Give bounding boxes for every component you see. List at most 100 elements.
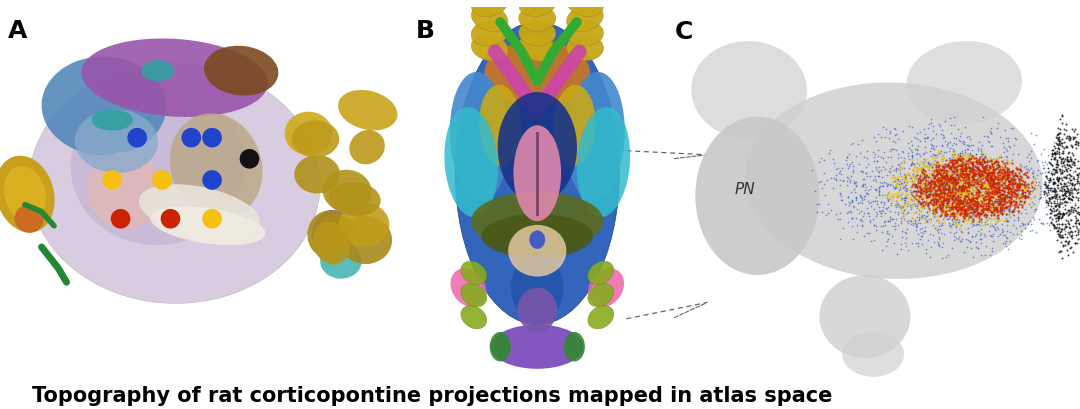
Point (907, 152, 924, 158)
Point (948, 189, 966, 196)
Point (966, 178, 983, 184)
Point (918, 134, 935, 141)
Point (956, 173, 973, 179)
Point (939, 142, 956, 148)
Point (848, 196, 865, 202)
Point (1054, 149, 1071, 155)
Point (993, 226, 1010, 233)
Point (918, 246, 935, 253)
Point (1036, 182, 1053, 188)
Point (932, 181, 949, 188)
Point (1069, 159, 1080, 165)
Point (1063, 144, 1080, 151)
Point (1048, 202, 1065, 209)
Point (833, 197, 850, 203)
Point (1016, 185, 1034, 191)
Point (1011, 182, 1028, 188)
Point (997, 183, 1014, 189)
Point (926, 187, 943, 194)
Point (1068, 132, 1080, 138)
Point (906, 175, 923, 182)
Text: A: A (9, 19, 28, 43)
Point (989, 205, 1007, 212)
Point (922, 181, 940, 188)
Point (975, 231, 993, 237)
Point (875, 219, 892, 226)
Point (961, 188, 978, 194)
Point (914, 185, 931, 192)
Point (989, 217, 1007, 223)
Point (984, 184, 1001, 191)
Point (976, 172, 994, 179)
Point (916, 173, 933, 179)
Point (885, 184, 902, 190)
Point (943, 180, 960, 187)
Point (930, 158, 947, 165)
Point (953, 167, 970, 173)
Point (1043, 171, 1061, 178)
Point (999, 194, 1016, 201)
Point (1061, 238, 1078, 245)
Point (1052, 197, 1069, 203)
Point (919, 204, 936, 211)
Point (1002, 192, 1020, 198)
Point (993, 191, 1010, 198)
Point (1054, 234, 1071, 240)
Point (945, 178, 962, 184)
Point (961, 156, 978, 163)
Point (873, 167, 890, 173)
Point (961, 203, 978, 209)
Point (944, 169, 961, 176)
Point (933, 222, 950, 229)
Point (1040, 200, 1057, 207)
Point (1005, 142, 1023, 149)
Point (808, 209, 825, 216)
Point (1045, 226, 1063, 232)
Point (838, 178, 855, 184)
Point (989, 186, 1007, 193)
Point (1012, 181, 1029, 188)
Point (1023, 196, 1040, 202)
Point (905, 202, 922, 208)
Point (988, 164, 1005, 171)
Point (1003, 201, 1021, 207)
Point (914, 199, 931, 206)
Point (943, 172, 960, 178)
Point (927, 207, 944, 213)
Point (945, 213, 962, 220)
Point (995, 194, 1012, 200)
Point (1066, 163, 1080, 169)
Point (987, 226, 1004, 233)
Point (953, 159, 970, 165)
Point (933, 132, 950, 138)
Point (927, 203, 944, 210)
Point (983, 201, 1000, 207)
Point (953, 166, 970, 173)
Point (957, 176, 974, 182)
Point (1058, 159, 1076, 165)
Point (944, 212, 961, 218)
Point (1050, 209, 1067, 215)
Point (964, 195, 982, 201)
Point (820, 210, 837, 216)
Point (939, 193, 956, 199)
Point (949, 153, 967, 159)
Point (916, 144, 933, 151)
Point (998, 148, 1015, 155)
Point (995, 181, 1012, 187)
Point (922, 198, 940, 204)
Point (933, 205, 950, 211)
Point (954, 199, 971, 205)
Point (947, 176, 964, 183)
Point (983, 188, 1000, 195)
Point (1014, 172, 1031, 178)
Point (983, 159, 1000, 165)
Point (1048, 174, 1065, 180)
Point (936, 197, 954, 204)
Point (896, 198, 914, 204)
Point (998, 176, 1015, 182)
Point (981, 191, 998, 198)
Point (941, 178, 958, 185)
Point (955, 138, 972, 145)
Point (947, 178, 964, 184)
